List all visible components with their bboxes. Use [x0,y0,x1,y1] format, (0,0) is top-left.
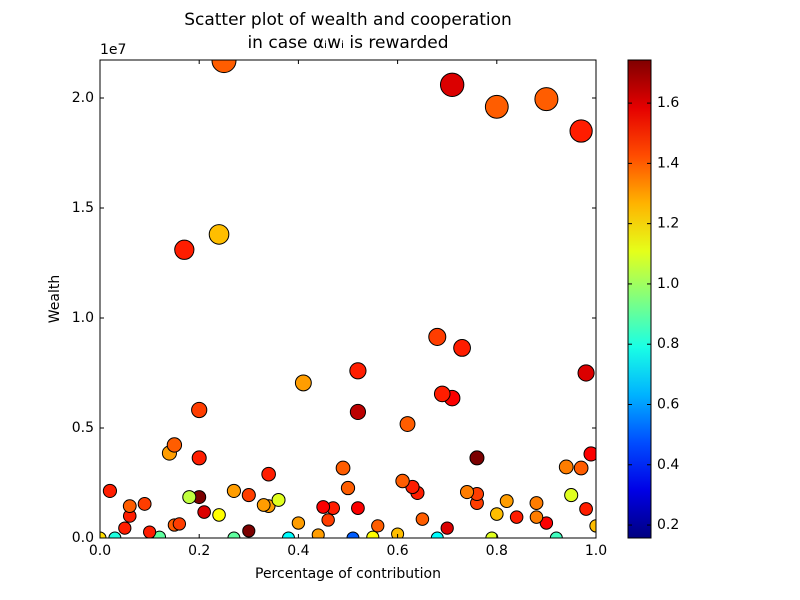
colorbar [627,59,652,539]
point [242,524,256,538]
colorbar-tick-label: 0.4 [657,457,679,473]
point [558,459,574,475]
point [102,483,118,499]
x-tick-label: 0.0 [89,543,111,559]
x-tick-label: 0.4 [287,543,309,559]
colorbar-tick-label: 1.6 [657,95,679,111]
point [241,488,256,503]
point [569,119,593,143]
point [539,516,554,530]
colorbar-tick-label: 1.2 [657,216,679,232]
point [351,501,365,515]
point [321,513,335,527]
point [227,531,241,538]
point [316,500,331,514]
points [100,60,596,538]
point [346,531,360,538]
point [430,531,444,538]
point [428,327,447,346]
point [349,403,367,421]
point [122,499,137,514]
point [440,521,454,535]
point [534,87,559,112]
point [226,483,242,499]
point [509,510,524,524]
point [366,530,380,538]
y-offset-label: 1e7 [100,42,126,58]
point [166,437,183,453]
point [261,466,276,482]
plot-frame [99,59,597,539]
y-tick-label: 1.5 [72,200,94,216]
point [182,490,197,505]
point [291,516,306,530]
point [191,401,208,419]
x-tick-label: 0.2 [188,543,210,559]
point [294,374,312,392]
point [349,362,367,380]
point [499,494,514,509]
point [311,528,325,538]
y-axis-label: Wealth [47,275,63,323]
point [256,498,271,512]
colorbar-tick-label: 1.4 [657,155,679,171]
point [108,531,122,538]
point [197,505,211,519]
point [459,484,475,500]
point [340,480,356,496]
colorbar-tick-label: 0.6 [657,396,679,412]
point [489,507,504,521]
point [391,527,405,538]
point [564,488,579,503]
colorbar-tick-label: 0.8 [657,336,679,352]
y-tick-label: 1.0 [72,310,94,326]
point [433,385,451,403]
point [399,416,416,432]
point [271,492,286,507]
point [589,519,596,533]
point [485,531,499,538]
point [137,496,152,511]
colorbar-tick-label: 0.2 [657,517,679,533]
point [573,460,589,476]
point [371,519,385,533]
colorbar-tick-label: 1.0 [657,276,679,292]
point [577,364,595,382]
chart-title: Scatter plot of wealth and cooperation [184,10,512,30]
point [579,502,593,516]
point [100,531,107,538]
point [212,508,226,522]
y-tick-label: 2.0 [72,90,94,106]
point [469,450,485,466]
x-tick-label: 1.0 [585,543,607,559]
point [583,446,596,462]
point [281,531,295,538]
point [453,339,471,357]
point [529,510,544,524]
point [191,450,207,466]
chart-subtitle: in case αᵢwᵢ is rewarded [247,33,448,53]
point [415,512,430,526]
point [208,224,230,245]
y-tick-label: 0.5 [72,420,94,436]
point [529,496,544,510]
point [484,94,509,119]
point [172,517,187,531]
point [143,525,157,538]
point [211,60,237,74]
point [549,531,563,538]
point [395,473,410,489]
point [335,460,351,476]
x-axis-label: Percentage of contribution [255,566,441,582]
point [118,521,132,535]
point [174,239,195,260]
point [439,72,465,97]
x-tick-label: 0.8 [486,543,508,559]
y-tick-label: 0.0 [72,530,94,546]
x-tick-label: 0.6 [386,543,408,559]
